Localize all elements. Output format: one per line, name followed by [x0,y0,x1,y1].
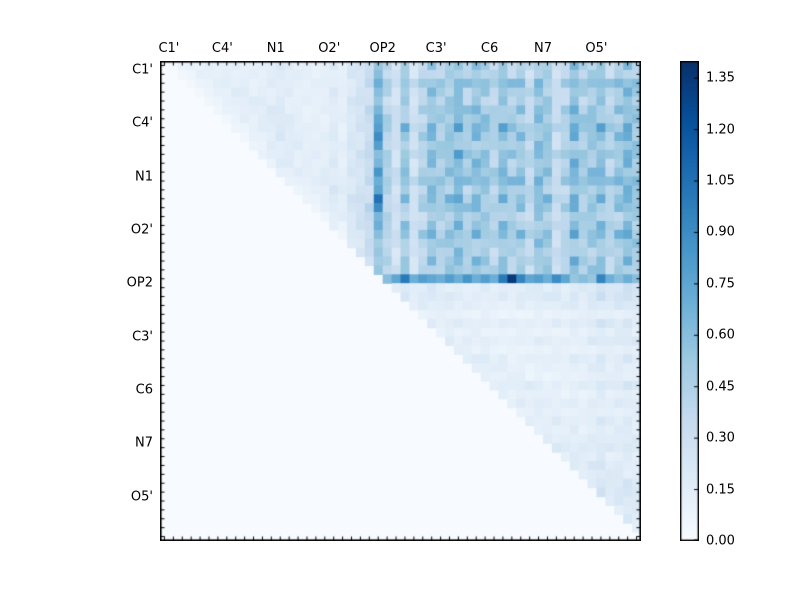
x-axis-label-C6: C6 [480,41,499,56]
x-axis-label-C4': C4' [211,41,233,56]
x-axis-label-C3': C3' [425,41,447,56]
y-axis-label-C6: C6 [135,382,153,398]
x-axis-label-C1': C1' [158,41,180,56]
y-axis-label-C4': C4' [132,115,153,131]
y-axis-label-C1': C1' [132,62,153,78]
colorbar-tick-label: 0.75 [706,276,735,292]
colorbar-tick-label: 0.15 [706,482,735,498]
colorbar-tick-label: 0.30 [706,430,735,446]
x-axis-label-OP2: OP2 [369,41,396,56]
x-axis-label-O2': O2' [318,41,341,56]
x-axis-label-N7: N7 [534,41,553,56]
colorbar [680,61,699,541]
colorbar-tick-label: 1.05 [706,173,735,189]
colorbar-tick-label: 0.60 [706,327,735,343]
y-axis-label-N7: N7 [135,435,153,451]
heatmap-matrix [160,61,641,541]
colorbar-tick-label: 0.00 [706,533,735,549]
y-axis-label-O2': O2' [130,222,153,238]
y-axis-label-N1: N1 [135,169,153,185]
colorbar-tick-label: 0.45 [706,379,735,395]
colorbar-tick-label: 1.35 [706,70,735,86]
x-axis-label-O5': O5' [585,41,608,56]
y-axis-label-OP2: OP2 [126,275,153,291]
x-axis-label-N1: N1 [266,41,285,56]
y-axis-label-C3': C3' [132,329,153,345]
y-axis-label-O5': O5' [130,489,153,505]
colorbar-tick-label: 0.90 [706,224,735,240]
colorbar-tick-label: 1.20 [706,122,735,138]
